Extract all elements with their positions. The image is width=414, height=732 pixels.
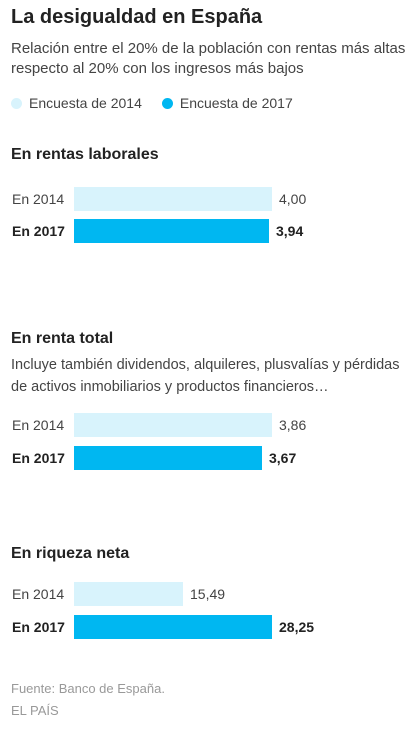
bar-value-label: 4,00 — [279, 191, 307, 207]
source-note: Fuente: Banco de España. EL PAÍS — [11, 678, 165, 722]
legend-item-2017: Encuesta de 2017 — [161, 95, 293, 111]
chart-title: La desigualdad en España — [11, 6, 263, 28]
bar — [74, 413, 272, 437]
bar — [74, 582, 183, 606]
bar-row-renta-total-2017: En 2017 3,67 — [0, 446, 414, 470]
legend-item-2014: Encuesta de 2014 — [11, 95, 142, 111]
publisher-credit: EL PAÍS — [11, 703, 59, 718]
section-note-renta-total: Incluye también dividendos, alquileres, … — [11, 357, 400, 395]
bar-value-label: 3,94 — [276, 223, 304, 239]
source-text: Fuente: Banco de España. — [11, 681, 165, 696]
bar — [74, 187, 272, 211]
bar-value-label: 3,86 — [279, 417, 307, 433]
bar-row-renta-total-2014: En 2014 3,86 — [0, 413, 414, 437]
section-title-renta-total: En renta total — [11, 330, 114, 347]
legend-label-2014: Encuesta de 2014 — [29, 95, 142, 111]
bar-label: En 2014 — [12, 586, 65, 602]
bar-label: En 2014 — [12, 191, 65, 207]
bar-label: En 2014 — [12, 417, 65, 433]
legend: Encuesta de 2014 Encuesta de 2017 — [11, 94, 313, 112]
bar — [74, 446, 262, 470]
bar-row-rentas-laborales-2017: En 2017 3,94 — [0, 219, 414, 243]
bar-label: En 2017 — [12, 223, 65, 239]
legend-label-2017: Encuesta de 2017 — [179, 95, 293, 111]
section-title-riqueza-neta: En riqueza neta — [11, 545, 130, 562]
bar — [74, 219, 269, 243]
bar — [74, 615, 272, 639]
legend-swatch-2017 — [161, 97, 173, 109]
legend-swatch-2014 — [11, 97, 22, 109]
bar-row-riqueza-neta-2014: En 2014 15,49 — [0, 582, 414, 606]
bar-value-label: 28,25 — [279, 619, 315, 635]
bar-value-label: 15,49 — [190, 586, 226, 602]
chart-subtitle: Relación entre el 20% de la población co… — [11, 40, 406, 77]
section-title-rentas-laborales: En rentas laborales — [11, 146, 159, 163]
bar-label: En 2017 — [12, 619, 65, 635]
bar-label: En 2017 — [12, 450, 65, 466]
bar-row-riqueza-neta-2017: En 2017 28,25 — [0, 615, 414, 639]
bar-row-rentas-laborales-2014: En 2014 4,00 — [0, 187, 414, 211]
bar-value-label: 3,67 — [269, 450, 297, 466]
